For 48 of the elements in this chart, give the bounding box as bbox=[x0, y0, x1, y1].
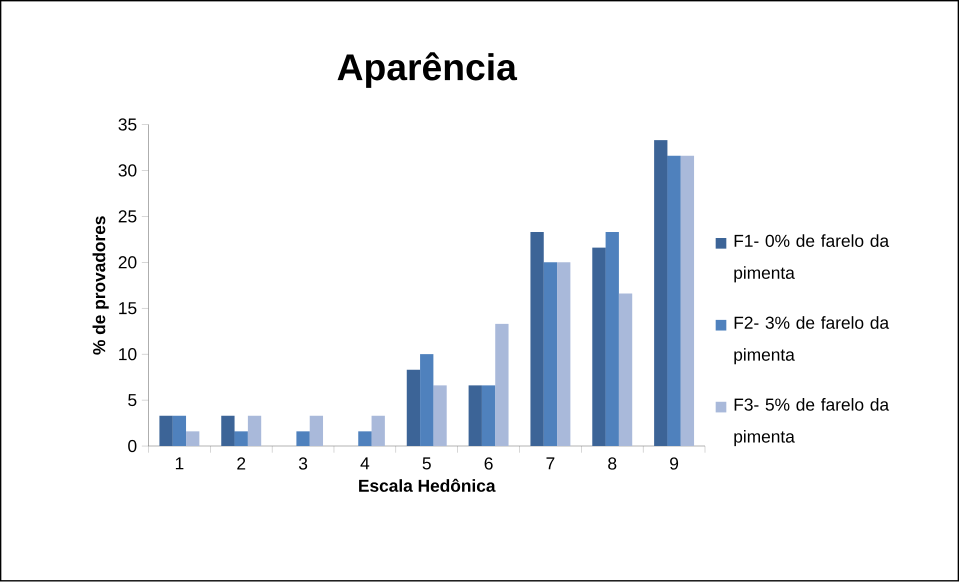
x-tick-label: 5 bbox=[422, 458, 431, 470]
bar bbox=[433, 386, 447, 446]
bar bbox=[495, 324, 509, 446]
bar bbox=[468, 386, 482, 446]
x-axis-title: Escala Hedônica bbox=[359, 479, 496, 492]
y-tick-label: 25 bbox=[118, 210, 136, 223]
x-tick-label: 4 bbox=[360, 458, 370, 470]
legend-label: F2- 3% de farelo da pimenta bbox=[734, 316, 890, 364]
bar bbox=[654, 140, 668, 446]
bar bbox=[557, 262, 570, 446]
x-tick-label: 6 bbox=[484, 458, 493, 470]
bar bbox=[172, 416, 186, 446]
y-tick-label: 5 bbox=[128, 394, 136, 406]
x-tick-label: 9 bbox=[670, 458, 678, 470]
legend-label: F3- 5% de farelo da pimenta bbox=[734, 398, 890, 446]
y-tick-label: 30 bbox=[118, 164, 136, 177]
y-tick-label: 0 bbox=[128, 440, 136, 452]
x-tick-label: 7 bbox=[546, 458, 554, 470]
bar bbox=[606, 232, 619, 446]
x-tick-label: 2 bbox=[237, 458, 246, 470]
legend-label: F1- 0% de farelo da pimenta bbox=[734, 234, 890, 283]
bar bbox=[296, 432, 310, 446]
bar bbox=[310, 416, 324, 446]
y-tick-label: 35 bbox=[118, 118, 136, 131]
x-tick-label: 3 bbox=[298, 458, 308, 470]
bar bbox=[406, 370, 420, 446]
bar bbox=[420, 354, 434, 446]
bar bbox=[372, 416, 385, 446]
bar bbox=[544, 262, 558, 446]
bar bbox=[618, 294, 632, 446]
y-tick-label: 20 bbox=[118, 256, 136, 269]
bar bbox=[482, 386, 496, 446]
y-axis-title: % de provadores bbox=[92, 216, 109, 355]
bar bbox=[667, 156, 681, 446]
chart-title: Aparência bbox=[338, 52, 518, 88]
bar bbox=[248, 416, 262, 446]
bar bbox=[680, 156, 694, 446]
bar bbox=[358, 432, 372, 446]
x-tick-label: 8 bbox=[608, 458, 616, 470]
bar bbox=[530, 232, 544, 446]
x-tick-label: 1 bbox=[176, 458, 184, 470]
y-tick-label: 10 bbox=[119, 348, 136, 361]
bar bbox=[186, 432, 200, 446]
bar bbox=[592, 248, 606, 446]
bar bbox=[159, 416, 173, 446]
y-tick-label: 15 bbox=[119, 302, 136, 315]
bar bbox=[221, 416, 235, 446]
bar bbox=[234, 432, 248, 446]
